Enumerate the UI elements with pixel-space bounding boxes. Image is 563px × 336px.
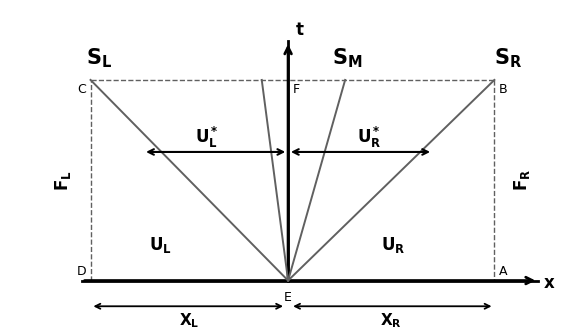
- Text: $\mathbf{X_R}$: $\mathbf{X_R}$: [380, 311, 402, 330]
- Text: $\mathbf{F_L}$: $\mathbf{F_L}$: [53, 170, 73, 191]
- Text: $\mathbf{U_R^*}$: $\mathbf{U_R^*}$: [357, 125, 382, 150]
- Text: $\mathbf{U_L}$: $\mathbf{U_L}$: [149, 235, 172, 255]
- Text: C: C: [78, 83, 86, 95]
- Text: F: F: [292, 83, 300, 95]
- Text: $\mathbf{U_L^*}$: $\mathbf{U_L^*}$: [195, 125, 219, 150]
- Text: $\mathbf{S_R}$: $\mathbf{S_R}$: [494, 46, 522, 70]
- Text: $\mathbf{X_L}$: $\mathbf{X_L}$: [179, 311, 199, 330]
- Text: E: E: [284, 291, 292, 304]
- Text: A: A: [499, 265, 507, 278]
- Text: B: B: [499, 83, 507, 95]
- Text: $\mathbf{t}$: $\mathbf{t}$: [294, 21, 304, 39]
- Text: $\mathbf{F_R}$: $\mathbf{F_R}$: [512, 169, 532, 192]
- Text: $\mathbf{U_R}$: $\mathbf{U_R}$: [381, 235, 405, 255]
- Text: $\mathbf{S_M}$: $\mathbf{S_M}$: [332, 46, 363, 70]
- Text: $\mathbf{S_L}$: $\mathbf{S_L}$: [86, 46, 113, 70]
- Text: $\mathbf{x}$: $\mathbf{x}$: [543, 274, 555, 292]
- Text: D: D: [77, 265, 86, 278]
